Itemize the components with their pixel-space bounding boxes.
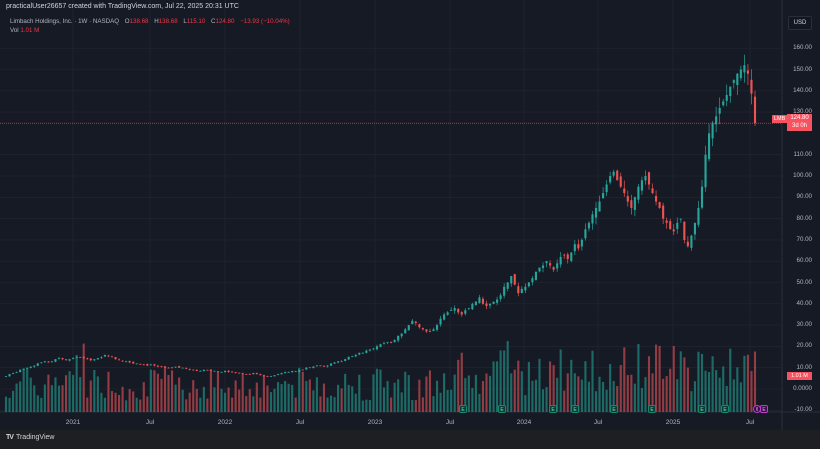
price-tick: -10.00 xyxy=(794,406,812,414)
upcoming-earnings-icon[interactable]: E xyxy=(760,405,768,413)
earnings-event-icon[interactable]: E xyxy=(698,405,706,413)
volume-label: Vol xyxy=(10,27,19,34)
price-tick: 100.00 xyxy=(793,172,812,179)
time-tick: 2021 xyxy=(65,419,81,426)
earnings-event-icon[interactable]: E xyxy=(459,405,467,413)
tradingview-brand: TradingView xyxy=(15,434,55,441)
time-tick: Jul xyxy=(295,419,305,426)
earnings-event-icon[interactable]: E xyxy=(571,405,579,413)
time-tick: Jul xyxy=(145,419,155,426)
candlestick-chart[interactable] xyxy=(0,0,820,430)
price-tick: 60.00 xyxy=(796,257,812,265)
earnings-event-icon[interactable]: E xyxy=(610,405,618,413)
currency-button[interactable]: USD xyxy=(788,16,812,30)
low-value: 115.10 xyxy=(186,18,206,25)
price-tick: 20.00 xyxy=(796,342,812,350)
time-tick: Jul xyxy=(593,419,603,426)
price-tick: 10.00 xyxy=(796,363,812,371)
last-price-value: 124.80 xyxy=(790,115,809,121)
footer-brand: TV TradingView xyxy=(6,434,54,441)
price-tick: 40.00 xyxy=(796,299,812,307)
created-by-text: practicalUser26657 created with TradingV… xyxy=(6,3,239,10)
symbol-title[interactable]: Limbach Holdings, Inc. · 1W · NASDAQ xyxy=(10,18,120,25)
price-tick: 110.00 xyxy=(793,150,812,158)
time-tick: 2024 xyxy=(516,419,532,426)
price-tick: 90.00 xyxy=(796,193,812,201)
price-tick: 130.00 xyxy=(793,108,812,116)
symbol-legend: Limbach Holdings, Inc. · 1W · NASDAQ O13… xyxy=(10,18,290,34)
close-value: 124.80 xyxy=(215,18,235,25)
time-tick: 2025 xyxy=(665,419,681,426)
price-tick: 70.00 xyxy=(796,235,812,243)
time-tick: Jul xyxy=(445,419,455,426)
last-price-tag: 124.80 3d 0h xyxy=(787,114,812,131)
price-tick: 80.00 xyxy=(796,214,812,222)
earnings-event-icon[interactable]: E xyxy=(549,405,557,413)
high-value: 138.68 xyxy=(158,18,178,25)
price-tick: 160.00 xyxy=(793,44,812,52)
volume-tag: 1.01 M xyxy=(787,372,812,380)
time-tick: Jul xyxy=(745,419,755,426)
price-tick: 150.00 xyxy=(793,65,812,73)
earnings-event-icon[interactable]: E xyxy=(721,405,729,413)
earnings-event-icon[interactable]: E xyxy=(498,405,506,413)
volume-value: 1.01 M xyxy=(20,27,40,34)
time-tick: 2023 xyxy=(367,419,383,426)
tradingview-logo-icon: TV xyxy=(6,434,14,441)
open-value: 138.68 xyxy=(129,18,149,25)
bar-countdown: 3d 0h xyxy=(791,122,807,129)
price-tick: 0.0000 xyxy=(793,385,812,392)
price-tick: 140.00 xyxy=(793,86,812,94)
price-tick: 50.00 xyxy=(796,278,812,286)
symbol-price-tag: LMB xyxy=(772,115,788,123)
change-value: −13.93 (−10.04%) xyxy=(240,18,290,25)
price-tick: 30.00 xyxy=(796,321,812,329)
time-tick: 2022 xyxy=(217,419,233,426)
earnings-event-icon[interactable]: E xyxy=(648,405,656,413)
